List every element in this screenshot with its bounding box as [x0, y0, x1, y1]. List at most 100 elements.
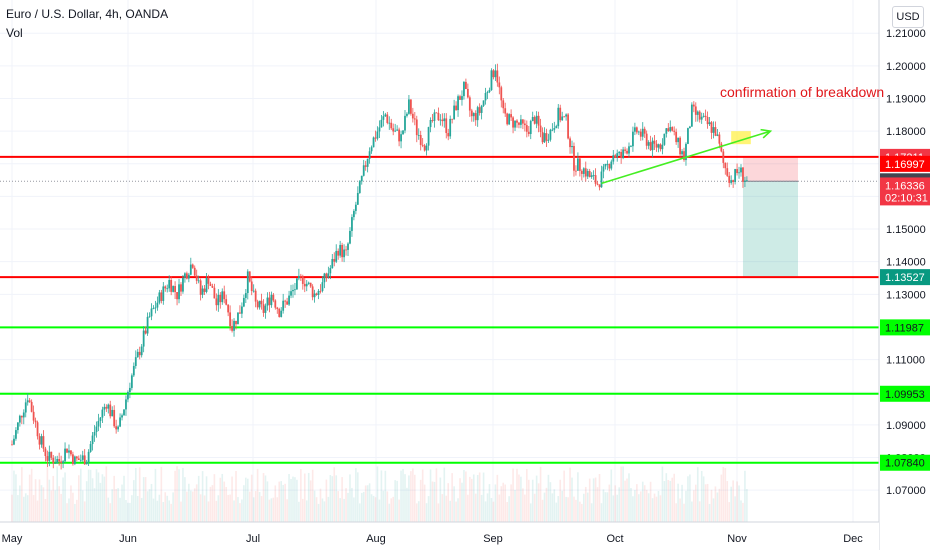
volume-bar [685, 490, 687, 522]
price-tick-label: 1.13000 [886, 289, 926, 301]
candle-body [618, 151, 621, 154]
volume-bar [404, 474, 406, 522]
volume-bar [313, 490, 316, 522]
volume-bar [610, 469, 613, 522]
candle-body [223, 291, 226, 300]
volume-bar [296, 479, 298, 522]
volume-bar [484, 501, 487, 522]
volume-bar [74, 503, 76, 522]
volume-bar [366, 485, 369, 522]
volume-bar [567, 497, 569, 522]
volume-bar [46, 467, 49, 522]
candle-body [482, 100, 485, 106]
candle-body [610, 161, 613, 169]
candle-body [665, 128, 668, 134]
candle-body [523, 123, 526, 126]
candle-body [242, 297, 245, 307]
volume-bar [78, 475, 80, 522]
candle-body [38, 436, 41, 445]
price-label-text: 1.16997 [885, 159, 925, 171]
volume-bar [276, 497, 279, 522]
candle-body [504, 108, 507, 114]
currency-button[interactable]: USD [892, 6, 924, 28]
volume-bar [661, 466, 664, 522]
candle-body [547, 139, 550, 141]
volume-bar [388, 503, 391, 522]
volume-bar [724, 468, 727, 522]
candle-body [62, 461, 64, 464]
candle-body [661, 144, 664, 150]
volume-bar [201, 471, 204, 522]
time-tick-label: Nov [727, 533, 747, 545]
volume-bar [647, 493, 650, 522]
candle-body [628, 146, 630, 154]
volume-bar [85, 481, 88, 522]
candle-body [390, 122, 393, 129]
price-label-text: 1.07840 [885, 458, 925, 470]
volume-bar [657, 490, 660, 522]
price-label-text: 1.11987 [885, 322, 924, 334]
candle-body [531, 116, 534, 122]
candlestick-series [11, 63, 748, 470]
volume-bar [702, 476, 705, 522]
candle-body [649, 142, 652, 151]
candle-body [24, 402, 27, 413]
candle-body [174, 286, 176, 293]
candle-body [144, 330, 147, 334]
volume-bar [162, 502, 165, 522]
volume-bar [197, 475, 200, 522]
volume-bar [457, 498, 459, 522]
candle-body [555, 126, 558, 129]
candle-body [368, 151, 371, 159]
volume-bar [470, 478, 473, 522]
candle-body [382, 116, 385, 120]
candle-body [608, 163, 611, 169]
volume-bar [547, 474, 550, 522]
volume-bar [268, 499, 271, 522]
volume-bar [278, 481, 281, 522]
volume-bar [443, 467, 446, 522]
candle-body [362, 165, 365, 176]
price-label-text: 02:10:31 [885, 192, 928, 204]
candle-body [685, 143, 687, 161]
volume-bar [691, 501, 693, 522]
volume-bar [412, 468, 414, 522]
volume-bar [496, 474, 499, 522]
volume-bar [209, 486, 212, 522]
volume-bar [480, 494, 483, 522]
price-tick-label: 1.14000 [886, 257, 926, 269]
candle-body [97, 420, 100, 427]
candle-body [537, 115, 540, 126]
candle-body [311, 286, 314, 298]
candle-body [384, 114, 387, 117]
volume-bar [166, 495, 169, 522]
volume-bar [469, 476, 471, 522]
candle-body [99, 417, 102, 421]
volume-bar [11, 494, 13, 522]
candle-body [266, 297, 269, 306]
candle-body [690, 104, 693, 127]
candle-body [182, 277, 184, 292]
volume-bar [453, 486, 455, 522]
candle-body [639, 131, 642, 137]
candle-body [246, 271, 249, 294]
candle-body [427, 127, 430, 146]
symbol-legend[interactable]: Euro / U.S. Dollar, 4h, OANDA [6, 7, 169, 21]
volume-bar [87, 469, 90, 522]
candle-body [40, 436, 43, 445]
candle-body [425, 145, 428, 151]
volume-bar [286, 499, 288, 522]
candle-body [284, 300, 287, 302]
volume-bar [127, 502, 129, 522]
volume-bar [577, 472, 579, 522]
volume-bar [549, 482, 552, 522]
volume-bar [698, 501, 701, 522]
volume-bar [581, 503, 583, 522]
candle-body [187, 274, 190, 279]
candle-body [233, 320, 235, 331]
volume-indicator-label[interactable]: Vol [6, 26, 23, 40]
candle-body [527, 131, 530, 134]
candle-body [578, 158, 581, 171]
candle-body [140, 346, 143, 356]
